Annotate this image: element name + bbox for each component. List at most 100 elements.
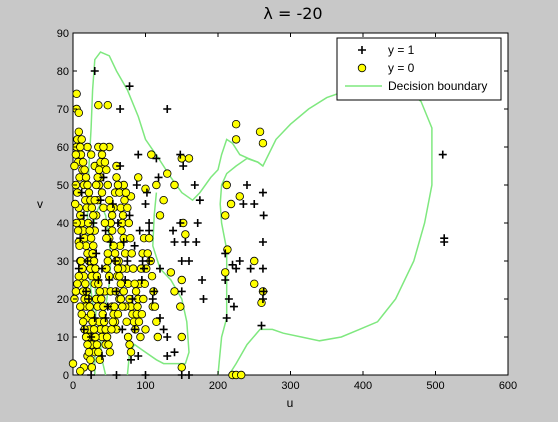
point-negative [141, 184, 150, 193]
point-negative [97, 294, 106, 304]
point-positive [185, 371, 193, 379]
point-negative [99, 142, 108, 152]
point-positive [232, 264, 241, 273]
point-positive [176, 150, 185, 159]
point-negative [119, 287, 128, 296]
point-positive [177, 287, 186, 296]
point-negative [86, 310, 96, 319]
point-negative [104, 340, 113, 349]
point-positive [127, 355, 135, 364]
point-positive [112, 287, 121, 296]
point-positive [228, 260, 237, 269]
point-negative [83, 340, 92, 349]
point-negative [100, 157, 110, 167]
point-positive [221, 276, 230, 284]
decision-boundary-curve-1 [217, 157, 264, 376]
point-negative [257, 298, 266, 307]
x-axis-title: u [287, 396, 294, 410]
point-positive [90, 314, 99, 322]
point-negative [112, 173, 121, 182]
point-negative [76, 302, 85, 311]
point-negative [152, 317, 161, 326]
point-negative [222, 180, 231, 190]
decision-boundary-curve-2 [126, 192, 190, 376]
point-positive [192, 238, 201, 246]
point-positive [177, 257, 186, 265]
point-positive [258, 188, 267, 197]
points-layer [68, 67, 449, 380]
point-negative [130, 279, 139, 288]
point-negative [83, 142, 92, 152]
point-negative [221, 211, 230, 220]
point-negative [124, 218, 134, 228]
point-positive [101, 226, 110, 235]
point-positive [125, 211, 134, 220]
point-negative [122, 317, 131, 326]
point-negative [86, 150, 96, 159]
point-positive [98, 352, 106, 360]
point-positive [79, 211, 88, 220]
legend-item: Decision boundary [345, 79, 487, 93]
point-negative [184, 154, 194, 163]
point-positive [130, 325, 139, 334]
point-positive [176, 219, 185, 227]
point-positive [119, 238, 128, 246]
point-positive [76, 234, 85, 243]
point-negative [94, 165, 104, 174]
point-negative [155, 211, 165, 220]
point-positive [440, 238, 449, 246]
point-positive [94, 276, 103, 284]
point-negative [176, 302, 185, 311]
point-positive [156, 314, 164, 322]
point-positive [130, 241, 139, 250]
point-negative [147, 272, 157, 281]
point-positive [142, 188, 151, 197]
point-negative [123, 332, 133, 342]
y-tick-label: 70 [57, 104, 69, 116]
point-negative [163, 169, 172, 178]
legend-item: y = 1 [358, 43, 415, 57]
point-negative [117, 226, 126, 235]
point-negative [72, 89, 81, 98]
x-tick-label: 300 [281, 380, 299, 392]
point-negative [70, 199, 80, 209]
point-negative [153, 332, 163, 342]
point-negative [105, 348, 115, 357]
y-tick-label: 20 [57, 294, 69, 306]
point-positive [259, 287, 268, 296]
point-negative [226, 199, 236, 209]
point-positive [116, 162, 125, 170]
point-positive [235, 257, 244, 265]
point-negative [110, 249, 120, 258]
point-negative [128, 264, 138, 273]
point-positive [148, 295, 157, 303]
point-negative [177, 154, 186, 163]
point-negative [100, 218, 110, 228]
point-negative [116, 279, 126, 288]
point-negative [76, 142, 85, 152]
point-positive [170, 348, 179, 357]
point-negative [143, 249, 152, 258]
point-negative [121, 188, 131, 197]
point-positive [140, 264, 149, 273]
point-negative [125, 340, 134, 349]
point-positive [224, 295, 233, 303]
point-negative [103, 249, 112, 258]
point-negative [78, 157, 88, 167]
point-positive [250, 200, 259, 208]
y-tick-label: 30 [57, 256, 69, 268]
y-tick-label: 0 [63, 370, 69, 382]
point-negative [108, 317, 118, 326]
point-negative [136, 332, 145, 342]
y-tick-label: 50 [57, 180, 69, 192]
point-negative [95, 287, 105, 296]
x-tick-label: 500 [426, 380, 444, 392]
y-tick-label: 90 [57, 28, 69, 40]
point-positive [111, 257, 120, 265]
point-negative [80, 165, 89, 174]
point-negative [81, 279, 90, 288]
point-positive [258, 264, 267, 273]
point-positive [246, 264, 255, 273]
point-positive [89, 219, 98, 227]
point-positive [87, 333, 96, 341]
